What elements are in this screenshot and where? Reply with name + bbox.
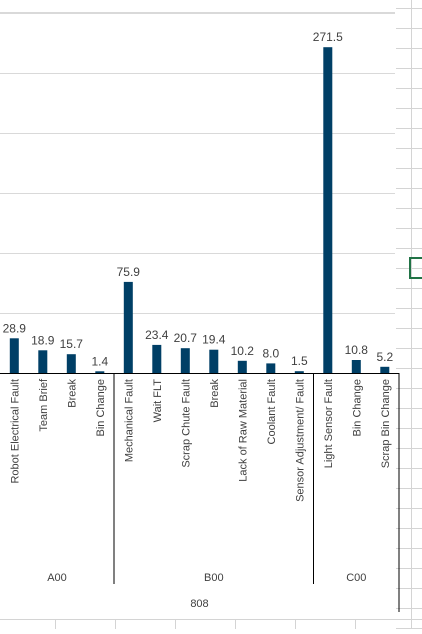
- category-label: Bin Change: [95, 379, 107, 437]
- category-label: Mechanical Fault: [123, 379, 135, 462]
- category-label: Scrap Chute Fault: [180, 379, 192, 468]
- data-label: 20.7: [174, 331, 198, 345]
- data-label: 5.2: [376, 350, 393, 364]
- bar-A00-3: [95, 371, 105, 373]
- bar-B00-2: [180, 348, 190, 373]
- category-label: Robot Electrical Fault: [9, 379, 21, 484]
- chart-gridlines: [0, 12, 395, 314]
- bar-A00-2: [66, 354, 76, 373]
- chart-axes: [0, 373, 400, 612]
- bar-B00-1: [152, 344, 162, 373]
- data-label: 10.2: [231, 344, 255, 358]
- category-label: Lack of Raw Material: [237, 379, 249, 482]
- data-label: 28.9: [3, 321, 27, 335]
- data-label: 18.9: [31, 333, 55, 347]
- category-label: Scrap Bin Change: [380, 379, 392, 468]
- chart-bars: [9, 47, 390, 373]
- bar-B00-3: [209, 349, 219, 373]
- category-label: Light Sensor Fault: [323, 379, 335, 468]
- chart-labels: 28.9 Robot Electrical Fault 18.9 Team Brief…: [3, 30, 394, 610]
- bar-C00-1: [351, 360, 361, 373]
- bar-B00-4: [237, 360, 247, 373]
- data-label: 19.4: [202, 333, 226, 347]
- category-label: Team Brief: [38, 378, 50, 432]
- bar-B00-0: [123, 281, 133, 373]
- top-group-label: 808: [190, 598, 208, 610]
- bar-B00-6: [294, 371, 304, 373]
- bar-C00-0: [323, 47, 333, 373]
- data-label: 75.9: [117, 265, 141, 279]
- bar-B00-5: [266, 363, 276, 373]
- data-label: 23.4: [145, 328, 169, 342]
- selected-cell: [409, 257, 422, 279]
- category-label: Bin Change: [351, 379, 363, 437]
- data-label: 271.5: [313, 30, 343, 44]
- bar-A00-1: [38, 350, 48, 373]
- data-label: 10.8: [345, 343, 369, 357]
- group-label: C00: [346, 572, 366, 584]
- data-label: 1.5: [291, 354, 308, 368]
- bar-A00-0: [9, 338, 19, 373]
- bar-C00-2: [380, 366, 390, 373]
- category-label: Sensor Adjustment/ Fault: [294, 379, 306, 502]
- category-label: Coolant Fault: [266, 379, 278, 444]
- data-label: 1.4: [91, 354, 108, 368]
- category-label: Break: [209, 379, 221, 408]
- data-label: 15.7: [60, 337, 84, 351]
- category-label: Wait FLT: [152, 379, 164, 423]
- data-label: 8.0: [262, 346, 279, 360]
- group-label: A00: [47, 572, 67, 584]
- group-label: B00: [204, 572, 224, 584]
- category-label: Break: [66, 379, 78, 408]
